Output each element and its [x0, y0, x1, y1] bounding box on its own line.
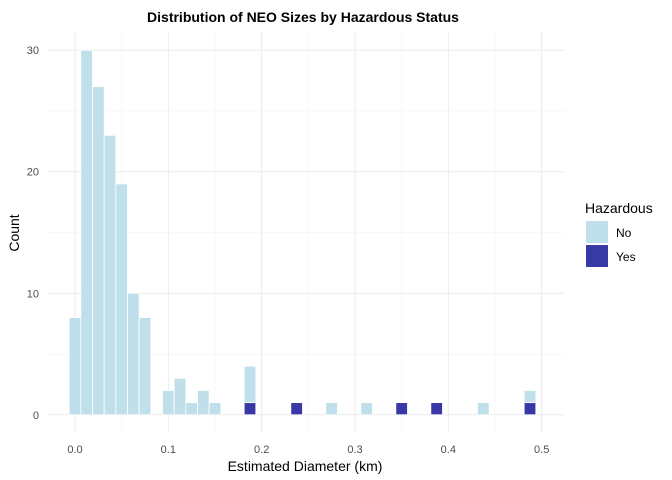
- bar-hazardous-no: [325, 402, 338, 416]
- y-tick-label: 20: [27, 167, 39, 179]
- legend-key-no: [586, 221, 608, 243]
- bar-hazardous-no: [68, 317, 82, 416]
- legend-title: Hazardous: [585, 200, 653, 216]
- legend-key-yes: [586, 245, 608, 267]
- legend-items: No Yes: [586, 221, 636, 267]
- bar-hazardous-no: [162, 390, 175, 416]
- y-tick-label: 30: [27, 45, 39, 57]
- bar-hazardous-no: [138, 317, 152, 416]
- legend-label-no: No: [616, 226, 632, 240]
- bar-hazardous-no: [360, 402, 373, 416]
- bar-hazardous-no: [173, 377, 187, 416]
- x-tick-label: 0.0: [67, 444, 82, 456]
- bar-hazardous-no: [523, 390, 537, 404]
- x-axis-title: Estimated Diameter (km): [228, 458, 383, 474]
- bar-hazardous-no: [103, 134, 117, 416]
- bar-hazardous-no: [243, 365, 257, 404]
- chart-title: Distribution of NEO Sizes by Hazardous S…: [147, 9, 459, 25]
- bar-hazardous-no: [185, 402, 198, 416]
- bar-hazardous-no: [92, 86, 105, 416]
- x-tick-label: 0.3: [347, 444, 362, 456]
- x-axis-ticks: 0.0 0.1 0.2 0.3 0.4 0.5: [67, 444, 549, 456]
- bar-hazardous-no: [197, 390, 210, 416]
- x-tick-label: 0.1: [161, 444, 176, 456]
- x-tick-label: 0.4: [441, 444, 456, 456]
- x-tick-label: 0.5: [534, 444, 549, 456]
- y-axis-ticks: 0 10 20 30: [27, 45, 39, 422]
- bar-hazardous-yes: [523, 402, 537, 416]
- bar-hazardous-yes: [395, 402, 408, 416]
- bar-hazardous-yes: [243, 402, 257, 416]
- bar-hazardous-yes: [430, 402, 443, 416]
- y-axis-title: Count: [6, 214, 22, 251]
- bar-hazardous-no: [127, 292, 140, 416]
- y-tick-label: 0: [33, 410, 39, 422]
- x-tick-label: 0.2: [254, 444, 269, 456]
- bar-hazardous-no: [80, 49, 93, 416]
- bar-hazardous-no: [477, 402, 490, 416]
- bars: [68, 49, 537, 416]
- y-tick-label: 10: [27, 288, 39, 300]
- legend: Hazardous No Yes: [585, 200, 653, 267]
- bar-hazardous-yes: [290, 402, 303, 416]
- legend-label-yes: Yes: [616, 250, 636, 264]
- bar-hazardous-no: [208, 402, 222, 416]
- bar-hazardous-no: [115, 183, 128, 416]
